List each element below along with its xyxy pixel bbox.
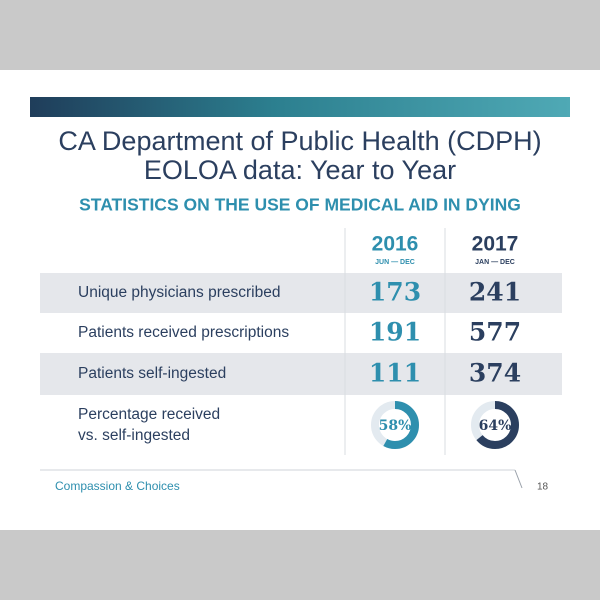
footer-slash bbox=[514, 469, 523, 489]
column-year: 2017 bbox=[472, 233, 519, 256]
cell-value: 111 bbox=[369, 359, 421, 388]
footer-brand: Compassion & Choices bbox=[55, 479, 180, 493]
row-shade bbox=[40, 353, 562, 395]
row-label: Patients received prescriptions bbox=[78, 324, 289, 341]
row-label: Percentage received bbox=[78, 406, 220, 423]
row-shade bbox=[40, 273, 562, 313]
donut-arc bbox=[371, 401, 419, 449]
cell-value: 173 bbox=[369, 278, 421, 307]
row-label: Patients self-ingested bbox=[78, 365, 226, 382]
column-period: JUN — DEC bbox=[375, 259, 415, 266]
table: 2016 JUN — DEC 2017 JAN — DEC Unique physici… bbox=[40, 228, 562, 455]
title: CA Department of Public Health (CDPH) bbox=[58, 126, 541, 156]
donut-label: 58% bbox=[379, 418, 412, 434]
donut-arc bbox=[471, 401, 519, 449]
row-label: Unique physicians prescribed bbox=[78, 284, 280, 301]
cell-value: 241 bbox=[469, 278, 521, 307]
column-period: JAN — DEC bbox=[475, 259, 515, 266]
title: EOLOA data: Year to Year bbox=[144, 155, 456, 185]
cell-value: 374 bbox=[469, 359, 521, 388]
cell-value: 191 bbox=[369, 318, 421, 347]
page-number: 18 bbox=[537, 482, 549, 493]
header-band bbox=[30, 97, 570, 117]
cell-value: 577 bbox=[469, 318, 521, 347]
column-year: 2016 bbox=[372, 233, 419, 256]
row-label: vs. self-ingested bbox=[78, 427, 190, 444]
subtitle: STATISTICS ON THE USE OF MEDICAL AID IN … bbox=[79, 195, 521, 215]
donut-label: 64% bbox=[479, 418, 512, 434]
